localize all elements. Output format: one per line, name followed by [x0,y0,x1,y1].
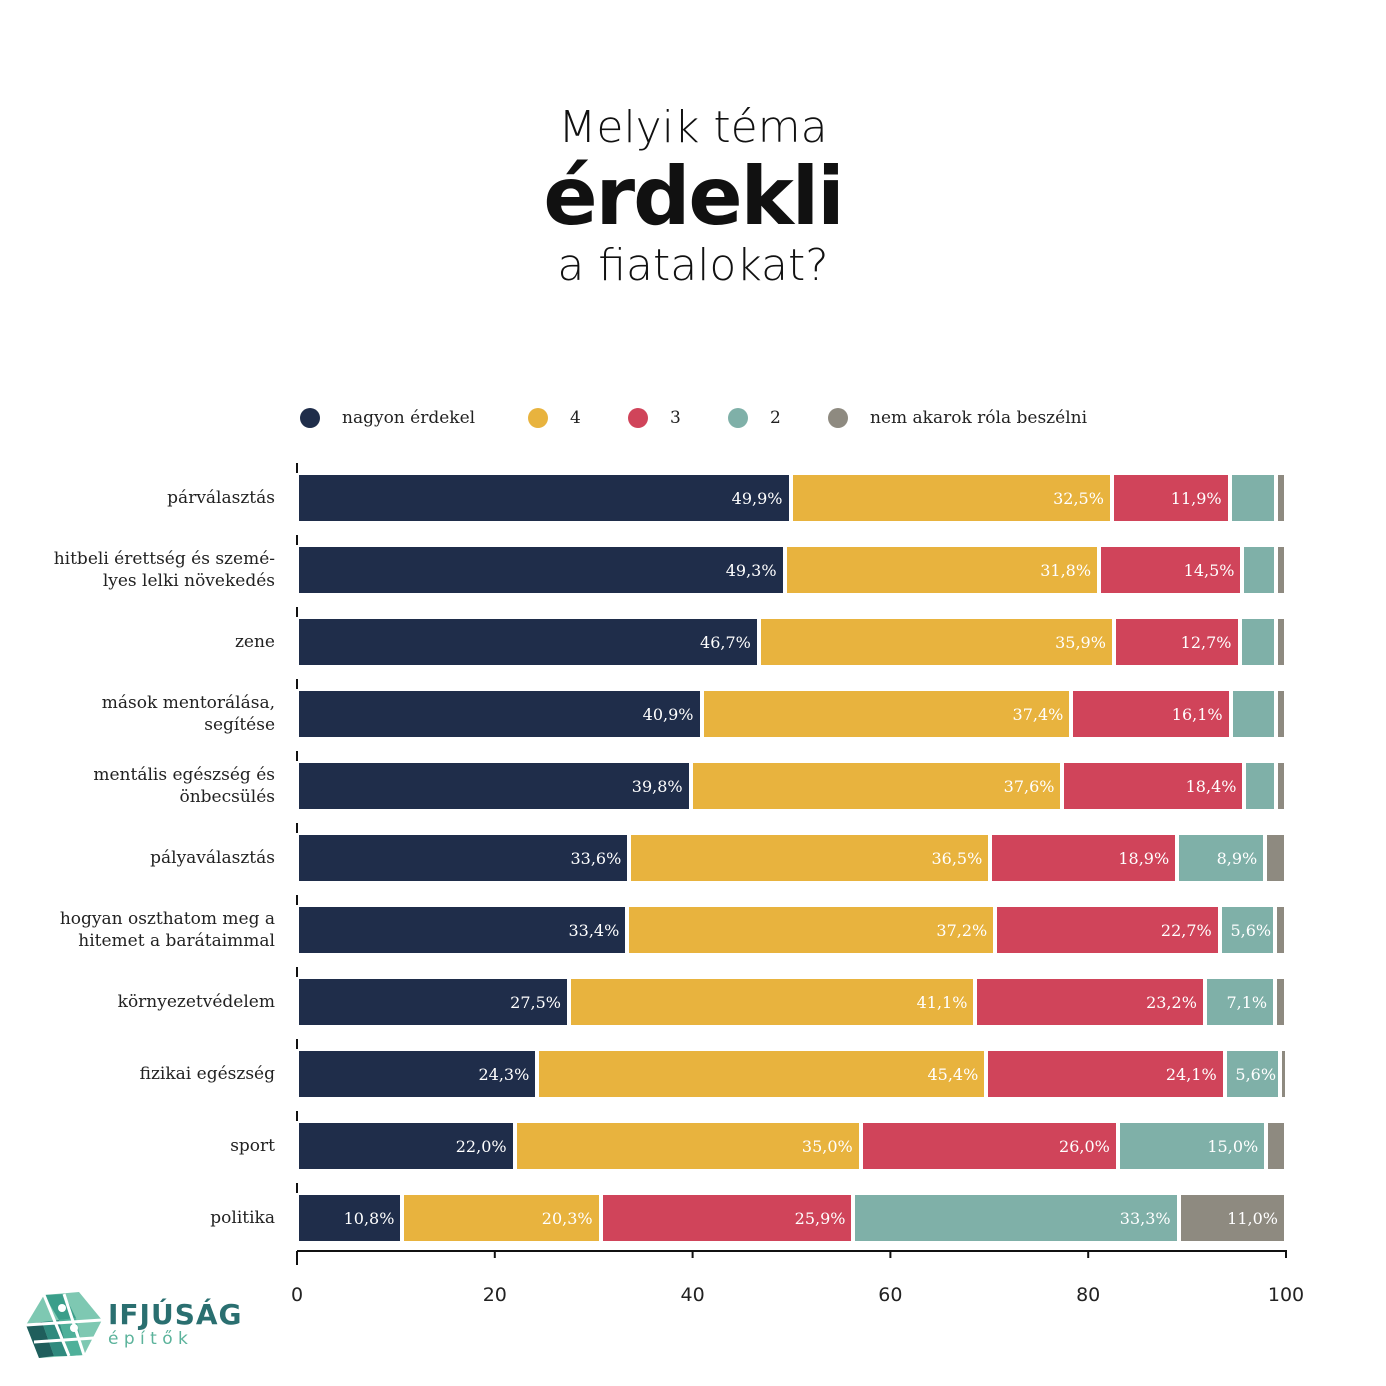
bar-segment: 10,8% [299,1195,401,1241]
title-line-2: érdekli [543,150,844,243]
legend-label: 4 [570,408,581,428]
bar-segment: 37,6% [692,763,1061,809]
legend-item: 2 [728,408,781,428]
bar-segment: 37,4% [703,691,1070,737]
bar-segment [1278,619,1284,665]
legend-item: nagyon érdekel [300,408,475,428]
bar-segment: 33,6% [299,835,628,881]
bar-segment: 15,0% [1119,1123,1265,1169]
bar-segment: 12,7% [1115,619,1238,665]
title-line-1: Melyik téma [558,102,828,153]
category-label: mások mentorálása, segítése [101,693,275,735]
category-label: sport [230,1136,275,1156]
legend-label: 2 [770,408,781,428]
bar-segment: 23,2% [977,979,1203,1025]
x-tick-label: 100 [1267,1284,1305,1306]
bar-segment [1232,691,1275,737]
logo-text: IFJÚSÁG é p í t ő k [108,1298,243,1349]
category-label: mentális egészség és önbecsülés [93,765,275,807]
bar-segment: 33,3% [855,1195,1177,1241]
bar-segment: 18,4% [1064,763,1243,809]
bar-segment [1278,691,1284,737]
bar-segment: 39,8% [299,763,689,809]
legend-dot-icon [728,408,748,428]
legend-item: 3 [628,408,681,428]
bar-segment: 24,3% [299,1051,536,1097]
bar-segment [1278,547,1284,593]
x-tick-label: 0 [290,1284,304,1306]
bar-segment: 46,7% [299,619,757,665]
title-line-3: a fiatalokat? [557,240,829,291]
bar-segment: 16,1% [1073,691,1229,737]
legend-label: nem akarok róla beszélni [870,408,1088,428]
legend-label: nagyon érdekel [342,408,476,428]
bar-segment: 35,0% [516,1123,859,1169]
legend-dot-icon [528,408,548,428]
logo-icon [25,1292,103,1358]
legend-item: nem akarok róla beszélni [828,408,1087,428]
bar-segment: 37,2% [629,907,994,953]
category-label: pályaválasztás [150,848,275,868]
x-tick-label: 60 [878,1284,903,1306]
bar-segment [1278,763,1284,809]
bar-segment [1282,1051,1286,1097]
category-label: párválasztás [167,488,275,508]
logo-name: IFJÚSÁG [108,1298,243,1331]
bar-segment: 7,1% [1206,979,1274,1025]
legend-label: 3 [670,408,681,428]
bar-segment: 41,1% [570,979,974,1025]
legend-dot-icon [300,408,320,428]
bar-segment [1268,1123,1284,1169]
category-label: politika [210,1208,275,1228]
bar-segment: 32,5% [792,475,1110,521]
bar-segment: 40,9% [299,691,700,737]
bar-segment: 25,9% [602,1195,852,1241]
bar-segment [1231,475,1275,521]
bar-segment [1241,619,1275,665]
bar-segment [1278,475,1284,521]
legend-dot-icon [628,408,648,428]
bar-segment: 35,9% [760,619,1112,665]
bar-segment: 27,5% [299,979,567,1025]
bar-segment: 36,5% [631,835,989,881]
legend-item: 4 [528,408,581,428]
legend-dot-icon [828,408,848,428]
bar-segment: 24,1% [988,1051,1223,1097]
bar-segment: 49,3% [299,547,783,593]
bar-segment: 49,9% [299,475,789,521]
bar-segment: 22,7% [997,907,1218,953]
bar-segment: 33,4% [299,907,626,953]
x-tick-label: 40 [680,1284,705,1306]
bar-segment: 8,9% [1179,835,1264,881]
bar-segment: 26,0% [862,1123,1116,1169]
x-tick-label: 20 [482,1284,507,1306]
category-label: hogyan oszthatom meg a hitemet a barátaim… [59,909,275,951]
bar-segment [1244,547,1275,593]
x-tick-label: 80 [1076,1284,1101,1306]
bar-segment: 20,3% [404,1195,599,1241]
bar-segment [1277,979,1284,1025]
bar-segment [1267,835,1284,881]
bar-segment: 31,8% [786,547,1098,593]
bar-segment: 11,0% [1180,1195,1284,1241]
bar-segment: 5,6% [1221,907,1274,953]
category-label: hitbeli érettség és szemé-lyes lelki növ… [53,549,275,591]
category-label: fizikai egészség [139,1064,275,1084]
category-label: zene [234,632,275,652]
bar-segment: 14,5% [1101,547,1241,593]
bar-segment [1246,763,1275,809]
bar-segment [1277,907,1284,953]
bar-segment: 11,9% [1113,475,1228,521]
bar-segment: 5,6% [1226,1051,1279,1097]
bar-segment: 22,0% [299,1123,513,1169]
logo-subtitle: é p í t ő k [108,1329,188,1349]
bar-segment: 18,9% [992,835,1176,881]
bar-segment: 45,4% [539,1051,985,1097]
category-label: környezetvédelem [117,992,275,1012]
